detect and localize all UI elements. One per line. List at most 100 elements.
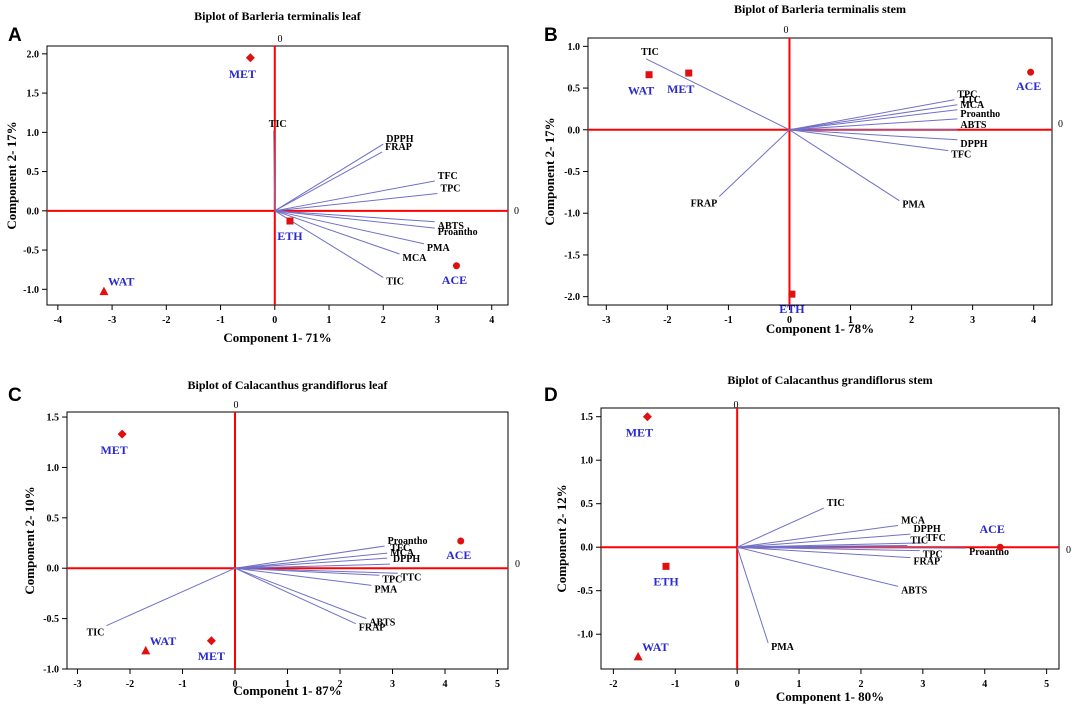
group-marker-eth [662, 562, 670, 570]
group-label: ACE [980, 522, 1005, 536]
loading-label: FRAP [385, 142, 412, 153]
zero-label-top: 0 [278, 34, 283, 45]
loading-vector-dpph [737, 533, 911, 548]
x-tick-label: 0 [787, 315, 792, 326]
group-label: ACE [446, 548, 471, 562]
loading-label: DPPH [393, 554, 420, 565]
zero-label-right: 0 [1058, 119, 1063, 130]
loading-label: MCA [960, 100, 985, 111]
x-tick-label: 2 [909, 315, 914, 326]
loading-vector-dpph [789, 129, 958, 141]
loading-label: ABTS [438, 221, 465, 232]
loading-vector-tic [736, 507, 825, 548]
group-label: MET [667, 82, 694, 96]
x-tick-label: -2 [162, 315, 170, 326]
loading-vector-pma [274, 210, 425, 245]
loading-label: FRAP [913, 557, 940, 568]
y-axis-label: Component 2- 12% [554, 484, 569, 592]
loading-label: TPC [382, 574, 402, 585]
loading-label: TFC [438, 171, 458, 182]
y-tick-label: 0.5 [47, 513, 60, 524]
x-axis-label: Component 1- 78% [766, 321, 874, 336]
loading-label: TIC [87, 628, 105, 639]
group-marker-wat [99, 286, 109, 296]
loading-label: ABTS [901, 585, 928, 596]
y-tick-label: 0.5 [581, 499, 594, 510]
y-tick-label: 1.5 [27, 89, 40, 100]
chart-title: Biplot of Barleria terminalis leaf [194, 9, 362, 23]
chart-title: Biplot of Calacanthus grandiflorus stem [727, 373, 932, 387]
chart-title: Biplot of Barleria terminalis stem [734, 2, 906, 16]
x-tick-label: -3 [73, 679, 81, 690]
group-label: WAT [642, 640, 668, 654]
loading-label: TTC [960, 95, 981, 106]
y-tick-label: 0.5 [27, 167, 40, 178]
group-label: ACE [1016, 79, 1041, 93]
loading-vector-frap [234, 567, 356, 625]
group-marker-wat [141, 645, 151, 655]
y-tick-label: -2.0 [564, 292, 580, 303]
group-label: ETH [779, 302, 805, 316]
x-tick-label: 1 [285, 679, 290, 690]
group-label: MET [229, 67, 256, 81]
loading-vector-mca [234, 557, 388, 569]
group-label: WAT [628, 84, 654, 98]
group-marker-met [245, 53, 255, 63]
x-tick-label: 3 [920, 679, 925, 690]
y-tick-label: 1.0 [581, 456, 594, 467]
x-tick-label: -1 [724, 315, 732, 326]
group-label: MET [626, 426, 653, 440]
loading-vector-tfc [234, 552, 388, 569]
y-tick-label: -1.0 [577, 630, 593, 641]
y-tick-label: -1.0 [23, 285, 39, 296]
y-tick-label: 0.0 [47, 564, 60, 575]
biplot-panel-c: C Biplot of Calacanthus grandiflorus leaf… [8, 378, 520, 698]
loading-label: DPPH [960, 139, 987, 150]
loading-label: TIC [386, 277, 404, 288]
y-tick-label: 2.0 [27, 49, 40, 60]
loading-vector-mca [274, 210, 400, 255]
x-tick-label: -2 [663, 315, 671, 326]
loading-label: TTC [401, 572, 422, 583]
loading-vector-dpph [274, 143, 384, 212]
loading-label: MCA [390, 548, 415, 559]
group-label: WAT [108, 275, 134, 289]
loading-label: MCA [403, 253, 428, 264]
y-tick-label: 0.5 [568, 84, 581, 95]
plot-frame [46, 45, 509, 306]
x-tick-label: 4 [489, 315, 494, 326]
x-tick-label: 0 [233, 679, 238, 690]
group-label: ETH [277, 229, 303, 243]
group-marker-eth [286, 217, 294, 225]
loading-vector-tic [645, 58, 790, 131]
x-tick-label: 4 [1031, 315, 1036, 326]
x-tick-label: -1 [178, 679, 186, 690]
loading-label: DPPH [386, 134, 413, 145]
y-axis-label: Component 2- 17% [542, 117, 557, 225]
x-tick-label: 1 [848, 315, 853, 326]
group-marker-ace [452, 262, 460, 270]
x-tick-label: 2 [858, 679, 863, 690]
group-marker-met [642, 412, 652, 422]
loading-label: TPC [957, 90, 977, 101]
group-marker-ace [1027, 68, 1035, 76]
loading-vector-mca [737, 524, 899, 548]
x-tick-label: 3 [970, 315, 975, 326]
loading-label: TPC [440, 184, 460, 195]
x-tick-label: 3 [390, 679, 395, 690]
y-tick-label: -1.0 [564, 209, 580, 220]
x-tick-label: 5 [1044, 679, 1049, 690]
x-tick-label: 1 [797, 679, 802, 690]
loading-vector-pma [234, 567, 372, 586]
loading-vector-mca [789, 109, 958, 131]
y-tick-label: 0.0 [27, 206, 40, 217]
loading-vector-abts [274, 210, 435, 223]
loading-label: PMA [427, 243, 451, 254]
loading-vector-tpc [274, 193, 438, 212]
loading-label: FRAP [359, 623, 386, 634]
x-tick-label: -3 [108, 315, 116, 326]
loading-vector-ttc [789, 104, 958, 131]
loading-vector-pma [736, 547, 769, 644]
group-label: MET [100, 443, 127, 457]
